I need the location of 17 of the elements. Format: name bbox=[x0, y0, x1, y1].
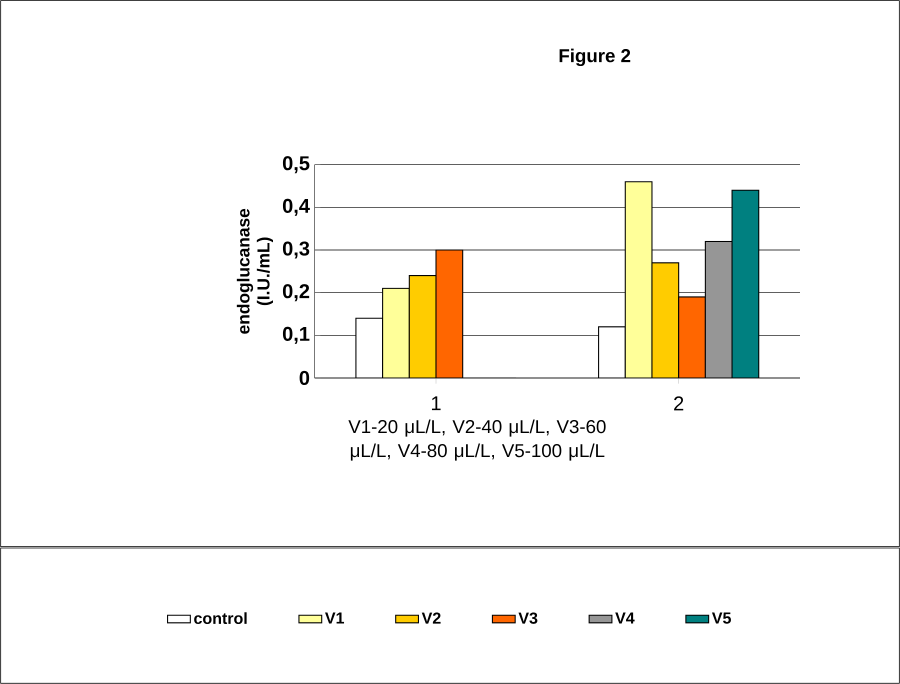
legend-label: control bbox=[194, 612, 247, 624]
y-tick-label: 0,5 bbox=[282, 156, 310, 174]
legend-label: V5 bbox=[712, 612, 731, 624]
y-tick-label: 0,1 bbox=[282, 326, 310, 344]
y-axis-title: endoglucanase (I.U./mL) bbox=[236, 208, 273, 334]
x-axis-title: V1-20 μL/L, V2-40 μL/L, V3-60 μL/L, V4-80 μL/L, V5-100 μL/L bbox=[348, 420, 606, 461]
legend-label: V3 bbox=[518, 612, 538, 624]
legend-label: V1 bbox=[325, 612, 344, 624]
legend-label: V4 bbox=[615, 612, 635, 624]
y-tick-label: 0,2 bbox=[282, 284, 310, 302]
x-tick-label: 1 bbox=[432, 396, 441, 410]
y-tick-label: 0,4 bbox=[282, 198, 310, 216]
chart-title: Figure 2 bbox=[560, 48, 630, 66]
legend-label: V2 bbox=[422, 612, 441, 624]
y-tick-label: 0 bbox=[300, 370, 310, 386]
y-tick-label: 0,3 bbox=[282, 241, 310, 259]
x-tick-label: 2 bbox=[674, 396, 684, 410]
